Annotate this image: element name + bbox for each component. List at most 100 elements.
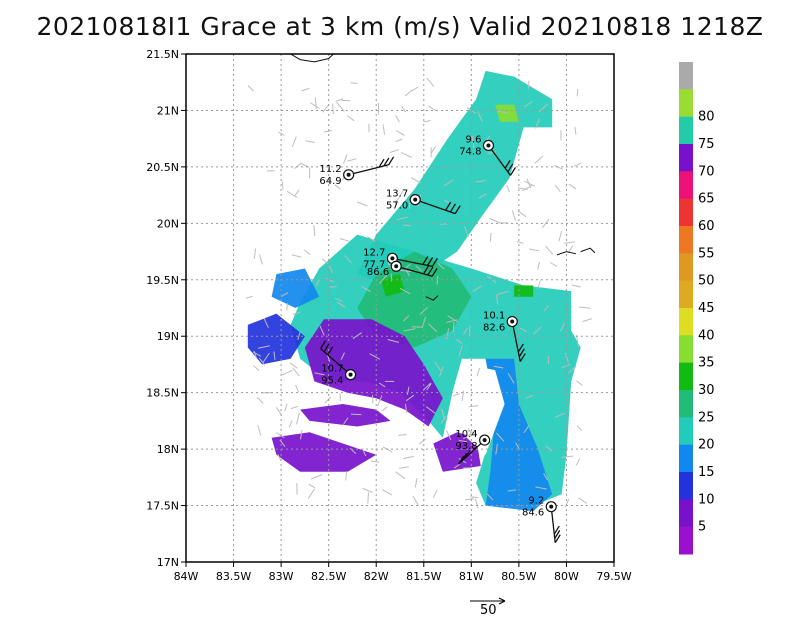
- dropsonde-station: 10.493.8: [455, 429, 491, 465]
- wind-vector: [352, 332, 362, 340]
- dropsonde-station: 12.777.7: [363, 247, 438, 270]
- colorbar-segment: [679, 62, 693, 90]
- wind-vector: [489, 232, 492, 242]
- wind-vector: [342, 417, 349, 425]
- wind-vector: [497, 290, 509, 295]
- wind-vector: [396, 216, 408, 221]
- dropsonde-station: 13.757.0: [386, 189, 461, 215]
- station-label-top: 11.2: [319, 164, 341, 175]
- wind-vector: [303, 249, 311, 255]
- wind-barb-staff: [396, 265, 433, 277]
- wind-vector: [496, 110, 508, 114]
- wind-vector: [521, 184, 533, 192]
- wind-vector: [395, 115, 400, 123]
- colorbar-segment: [679, 499, 693, 528]
- wind-speed-region: [247, 313, 305, 365]
- wind-vector: [382, 489, 393, 496]
- wind-vector: [361, 286, 371, 292]
- colorbar-label: 75: [698, 137, 715, 152]
- wind-vector: [406, 386, 410, 396]
- wind-vector: [488, 217, 500, 224]
- colorbar-label: 60: [698, 219, 715, 234]
- wind-barb-feather: [422, 256, 429, 265]
- wind-vector: [379, 274, 388, 284]
- wind-vector: [434, 361, 442, 372]
- wind-barb-feather: [431, 267, 438, 277]
- colorbar-label: 65: [698, 192, 715, 207]
- wind-barb-feather: [504, 159, 511, 169]
- wind-barb-feather: [554, 530, 561, 539]
- wind-vector: [323, 130, 333, 133]
- y-tick-label: 17N: [157, 556, 179, 569]
- x-tick-label: 81.5W: [406, 570, 441, 583]
- wind-speed-region: [271, 268, 320, 308]
- x-tick-label: 83.5W: [216, 570, 251, 583]
- wind-vector: [461, 390, 465, 401]
- wind-vector: [325, 278, 334, 283]
- colorbar-segment: [679, 417, 693, 446]
- wind-vector: [568, 183, 577, 190]
- wind-vector: [399, 466, 409, 469]
- wind-vector: [537, 280, 541, 290]
- wind-vector: [262, 352, 270, 363]
- wind-vector: [403, 224, 412, 227]
- wind-vector: [415, 265, 423, 272]
- plot-frame: [185, 53, 615, 563]
- wind-vector: [471, 134, 474, 143]
- colorbar-segment: [679, 253, 693, 282]
- wind-vector: [559, 322, 565, 332]
- wind-vector: [313, 225, 316, 236]
- wind-vector: [389, 149, 399, 153]
- wind-vector: [543, 472, 549, 481]
- wind-vector: [278, 131, 285, 136]
- wind-vector: [319, 325, 325, 336]
- wind-vector: [322, 104, 329, 113]
- wind-vector: [310, 102, 320, 109]
- wind-vector: [432, 489, 438, 498]
- colorbar-label: 55: [698, 246, 715, 261]
- wind-vector: [545, 445, 553, 452]
- colorbar-label: 35: [698, 356, 715, 371]
- wind-vector: [525, 394, 533, 399]
- dropsonde-station: 10.795.4: [319, 340, 357, 387]
- colorbar-segment: [679, 144, 693, 172]
- station-marker-center: [482, 438, 487, 443]
- wind-vector: [464, 226, 469, 237]
- colorbar-label: 15: [698, 465, 715, 480]
- station-label-bottom: 74.8: [459, 146, 481, 157]
- wind-barb-staff: [487, 145, 511, 176]
- wind-vector: [405, 269, 410, 277]
- station-label-bottom: 93.8: [455, 441, 477, 452]
- colorbar-segment: [679, 308, 693, 336]
- wind-barb-staff: [511, 321, 521, 362]
- colorbar-label: 5: [698, 520, 706, 535]
- wind-vector: [253, 365, 260, 371]
- wind-vector: [445, 328, 450, 340]
- coastline: [425, 295, 439, 301]
- wind-vector: [463, 327, 468, 335]
- wind-vector: [357, 201, 368, 207]
- wind-vector: [523, 425, 530, 434]
- wind-vector: [437, 262, 445, 270]
- wind-vector: [428, 323, 438, 333]
- wind-vector: [334, 184, 341, 190]
- x-tick-label: 80W: [554, 570, 579, 583]
- colorbar-segment: [679, 390, 693, 418]
- wind-speed-region: [433, 432, 481, 472]
- wind-barb-feather: [327, 346, 334, 356]
- wind-vector: [573, 162, 582, 167]
- wind-vector: [411, 326, 423, 328]
- wind-vector: [339, 238, 350, 242]
- wind-vector: [574, 126, 577, 135]
- station-marker-center: [390, 256, 395, 261]
- wind-vector: [370, 460, 380, 463]
- station-label-top: 13.7: [386, 189, 408, 200]
- wind-vector: [575, 458, 581, 466]
- wind-vector: [470, 496, 479, 499]
- wind-speed-region: [514, 285, 534, 297]
- colorbar-label: 10: [698, 492, 715, 507]
- wind-vector: [561, 455, 574, 458]
- wind-vector: [476, 367, 480, 377]
- wind-barb-staff: [320, 348, 351, 376]
- wind-vector: [399, 287, 411, 295]
